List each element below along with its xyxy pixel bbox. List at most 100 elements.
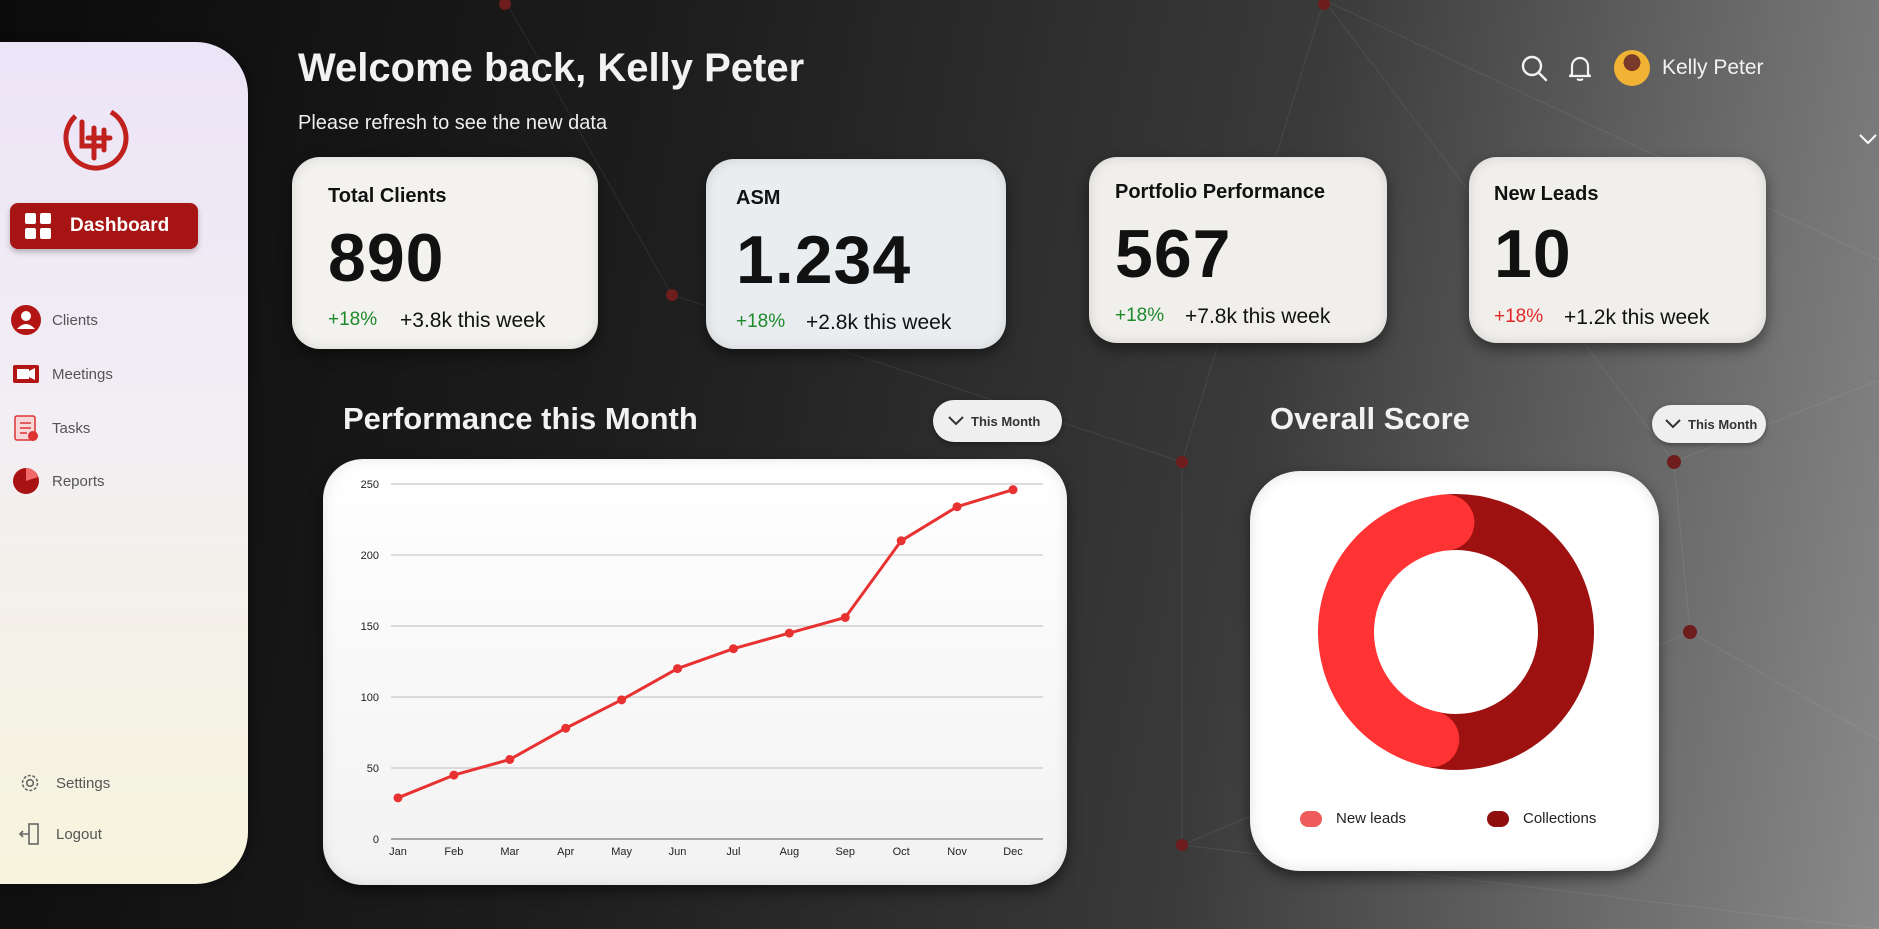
x-tick-label: Apr (557, 846, 574, 858)
dashboard-grid-icon (22, 210, 54, 242)
sidebar-item-reports[interactable]: Reports (10, 461, 105, 501)
y-tick-label: 200 (361, 550, 379, 562)
stat-card-portfolio-performance[interactable]: Portfolio Performance 567 +18% +7.8k thi… (1089, 157, 1387, 343)
data-point (952, 502, 962, 512)
sidebar-item-label: Dashboard (70, 215, 170, 236)
y-tick-label: 50 (367, 763, 379, 775)
x-tick-label: Dec (1003, 846, 1023, 858)
card-value: 10 (1494, 216, 1572, 292)
sidebar-item-label: Logout (56, 825, 102, 843)
avatar[interactable] (1614, 50, 1650, 86)
chevron-down-icon[interactable] (1858, 132, 1878, 146)
card-weekly-change: +1.2k this week (1564, 306, 1710, 329)
y-tick-label: 0 (373, 834, 379, 846)
company-logo-icon (63, 105, 129, 171)
chevron-down-icon (1665, 419, 1681, 429)
card-label: New Leads (1494, 183, 1599, 205)
sidebar-item-label: Clients (52, 311, 98, 329)
score-period-dropdown[interactable]: This Month (1652, 405, 1766, 443)
card-percent: +18% (1115, 305, 1165, 326)
score-donut-chart (1318, 494, 1594, 770)
sidebar-item-label: Settings (56, 774, 111, 792)
page-title: Welcome back, Kelly Peter (298, 46, 805, 90)
data-point (840, 612, 850, 622)
card-label: ASM (736, 187, 781, 209)
sidebar: Dashboard Clients Meetings Tasks Reports… (0, 42, 248, 884)
data-point (561, 723, 571, 733)
card-weekly-change: +3.8k this week (400, 309, 546, 332)
legend-item-collections: Collections (1487, 810, 1596, 827)
x-tick-label: Mar (500, 846, 519, 858)
x-tick-label: Feb (444, 846, 463, 858)
legend-swatch (1300, 810, 1322, 827)
series-line (397, 488, 1014, 800)
x-tick-label: Aug (780, 846, 800, 858)
performance-period-dropdown[interactable]: This Month (933, 400, 1062, 442)
data-point (617, 695, 627, 705)
pie-chart-icon (10, 465, 42, 497)
video-camera-icon (10, 358, 42, 390)
data-point (1008, 485, 1018, 495)
page-subtitle: Please refresh to see the new data (298, 112, 608, 134)
card-value: 567 (1115, 216, 1232, 292)
x-tick-label: May (611, 846, 632, 858)
x-tick-label: Jun (669, 846, 687, 858)
performance-title: Performance this Month (343, 401, 698, 436)
stat-card-asm[interactable]: ASM 1.234 +18% +2.8k this week (706, 159, 1006, 349)
legend-item-new-leads: New leads (1300, 810, 1406, 827)
legend-label: Collections (1523, 810, 1597, 827)
sidebar-item-clients[interactable]: Clients (10, 300, 98, 340)
data-point (673, 664, 683, 674)
card-value: 890 (328, 220, 445, 296)
logout-icon (14, 818, 46, 850)
card-label: Portfolio Performance (1115, 181, 1326, 203)
y-tick-label: 100 (361, 692, 379, 704)
dropdown-value: This Month (1688, 416, 1758, 432)
legend-swatch (1487, 810, 1509, 827)
sidebar-item-label: Tasks (52, 419, 91, 437)
data-point (393, 793, 403, 803)
x-tick-label: Jul (726, 846, 740, 858)
user-name[interactable]: Kelly Peter (1662, 56, 1764, 79)
score-title: Overall Score (1270, 401, 1470, 436)
stat-card-new-leads[interactable]: New Leads 10 +18% +1.2k this week (1469, 157, 1766, 343)
data-point (505, 754, 515, 764)
performance-chart-panel: 0 50 100 150 200 250 Jan Feb Mar Apr May Jun Jul Aug S… (323, 459, 1067, 885)
card-percent: +18% (736, 311, 786, 332)
x-tick-label: Sep (835, 846, 855, 858)
sidebar-item-label: Meetings (52, 365, 113, 383)
bell-icon[interactable] (1564, 52, 1596, 84)
dropdown-value: This Month (971, 413, 1041, 429)
sidebar-item-tasks[interactable]: Tasks (10, 408, 90, 448)
data-point (728, 644, 738, 654)
card-weekly-change: +7.8k this week (1185, 305, 1331, 328)
stat-card-total-clients[interactable]: Total Clients 890 +18% +3.8k this week (292, 157, 598, 349)
sidebar-item-logout[interactable]: Logout (14, 814, 102, 854)
data-point (449, 770, 459, 780)
card-label: Total Clients (328, 185, 447, 207)
data-point (896, 536, 906, 546)
data-point (784, 628, 794, 638)
card-percent: +18% (1494, 306, 1544, 327)
search-icon[interactable] (1518, 52, 1550, 84)
user-icon (10, 304, 42, 336)
performance-line-chart: 0 50 100 150 200 250 Jan Feb Mar Apr May Jun Jul Aug S… (361, 479, 1043, 858)
header-actions: Kelly Peter (1518, 50, 1764, 86)
x-tick-label: Oct (893, 846, 910, 858)
legend-label: New leads (1336, 810, 1407, 827)
y-tick-label: 250 (361, 479, 379, 491)
donut-slice-new-leads (1318, 494, 1475, 768)
score-panel: New leads Collections (1250, 471, 1659, 871)
sidebar-item-label: Reports (52, 472, 105, 490)
x-tick-label: Jan (389, 846, 407, 858)
card-percent: +18% (328, 309, 378, 330)
y-tick-label: 150 (361, 621, 379, 633)
donut-slice-collections (1403, 494, 1594, 770)
sidebar-item-meetings[interactable]: Meetings (10, 354, 113, 394)
card-weekly-change: +2.8k this week (806, 311, 952, 334)
x-tick-label: Nov (947, 846, 967, 858)
task-list-icon (10, 412, 42, 444)
gear-icon (14, 767, 46, 799)
sidebar-item-settings[interactable]: Settings (14, 763, 110, 803)
sidebar-item-dashboard[interactable]: Dashboard (10, 203, 198, 249)
